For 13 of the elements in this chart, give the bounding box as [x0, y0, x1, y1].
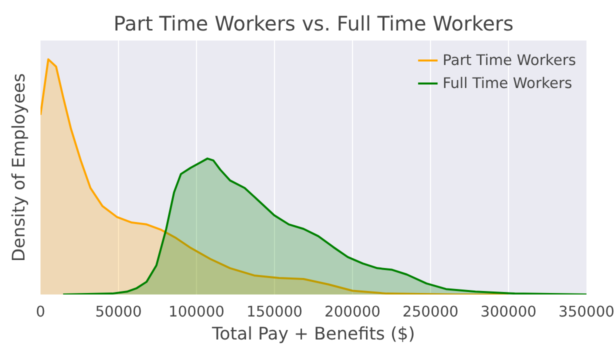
x-tick-label: 200000 [324, 304, 380, 320]
x-tick-label: 250000 [402, 304, 458, 320]
x-tick-label: 300000 [480, 304, 536, 320]
x-tick-label: 50000 [95, 304, 142, 320]
x-axis-title: Total Pay + Benefits ($) [210, 324, 416, 344]
legend-label: Full Time Workers [442, 74, 572, 92]
legend-label: Part Time Workers [442, 52, 576, 68]
x-tick-label: 0 [36, 304, 46, 320]
x-tick-label: 150000 [246, 304, 302, 320]
chart-title: Part Time Workers vs. Full Time Workers [113, 12, 514, 36]
x-tick-label: 100000 [168, 304, 224, 320]
y-axis-title: Density of Employees [10, 73, 30, 262]
x-tick-label: 350000 [558, 304, 614, 320]
